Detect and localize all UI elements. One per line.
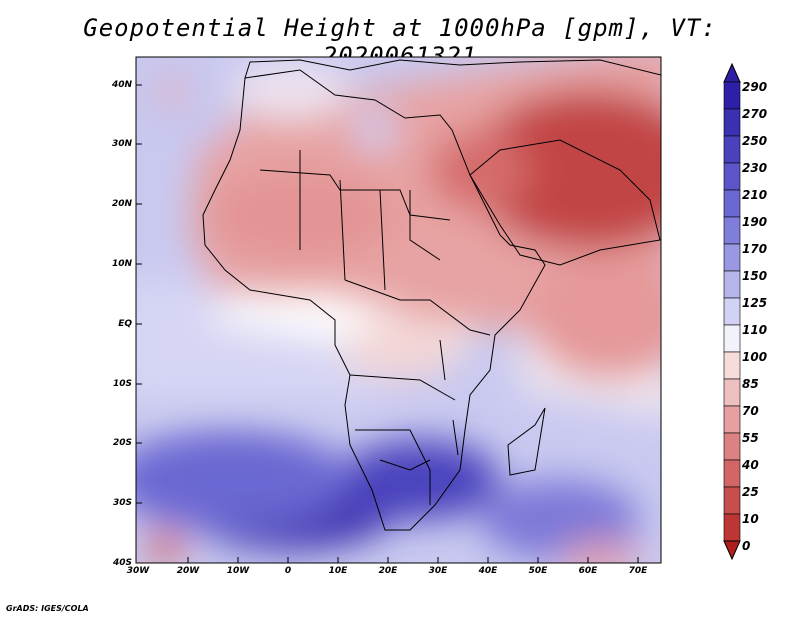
colorbar-swatch [723,270,741,299]
colorbar-swatch [723,513,741,542]
colorbar-label-170: 170 [742,242,768,256]
colorbar-label-55: 55 [742,431,759,445]
lon-label-40E: 40E [478,566,498,576]
colorbar-label-40: 40 [742,458,759,472]
colorbar-label-250: 250 [742,134,768,148]
colorbar-label-210: 210 [742,188,768,202]
colorbar-swatch [723,486,741,515]
lon-label-20W: 20W [176,566,200,576]
lat-label-30S: 30S [112,498,132,508]
colorbar-swatch [723,324,741,353]
colorbar-label-10: 10 [742,512,759,526]
colorbar-swatch [723,297,741,326]
colorbar-swatch [723,351,741,380]
lat-label-40N: 40N [111,80,132,90]
colorbar-label-125: 125 [742,296,768,310]
lon-label-10E: 10E [328,566,348,576]
colorbar-label-290: 290 [742,80,768,94]
lat-label-EQ: EQ [118,319,132,329]
lat-label-20S: 20S [112,438,132,448]
colorbar-swatch [723,243,741,272]
axis-ticks [136,84,639,564]
lat-label-10S: 10S [112,379,132,389]
colorbar-label-150: 150 [742,269,768,283]
colorbar-label-190: 190 [742,215,768,229]
colorbar-swatch [723,108,741,137]
colorbar-label-25: 25 [742,485,759,499]
colorbar-label-0: 0 [742,539,751,553]
lat-label-40S: 40S [112,558,132,568]
colorbar-label-70: 70 [742,404,759,418]
colorbar-swatch [723,432,741,461]
colorbar-swatch [723,135,741,164]
colorbar-arrow-top [723,62,741,83]
shaded-field [136,57,661,563]
colorbar-label-85: 85 [742,377,759,391]
colorbar [723,62,741,561]
lat-label-10N: 10N [111,259,132,269]
colorbar-swatch [723,459,741,488]
lat-label-20N: 20N [111,199,132,209]
colorbar-swatch [723,405,741,434]
lon-label-70E: 70E [628,566,648,576]
lon-label-30W: 30W [126,566,150,576]
plot-frame [135,56,662,564]
colorbar-swatch [723,81,741,110]
lon-label-0: 0 [284,566,292,576]
colorbar-arrow-bottom [723,540,741,561]
lon-label-10W: 10W [226,566,250,576]
colorbar-label-100: 100 [742,350,768,364]
colorbar-swatch [723,162,741,191]
colorbar-label-270: 270 [742,107,768,121]
lon-label-60E: 60E [578,566,598,576]
map-title: Geopotential Height at 1000hPa [gpm], VT… [83,14,717,70]
colorbar-swatch [723,216,741,245]
lat-label-30N: 30N [111,139,132,149]
grads-credit: GrADS: IGES/COLA [6,604,89,613]
colorbar-label-110: 110 [742,323,768,337]
colorbar-swatch [723,189,741,218]
coastlines [202,59,661,531]
colorbar-swatch [723,378,741,407]
colorbar-label-230: 230 [742,161,768,175]
lon-label-20E: 20E [378,566,398,576]
lon-label-50E: 50E [528,566,548,576]
lon-label-30E: 30E [428,566,448,576]
